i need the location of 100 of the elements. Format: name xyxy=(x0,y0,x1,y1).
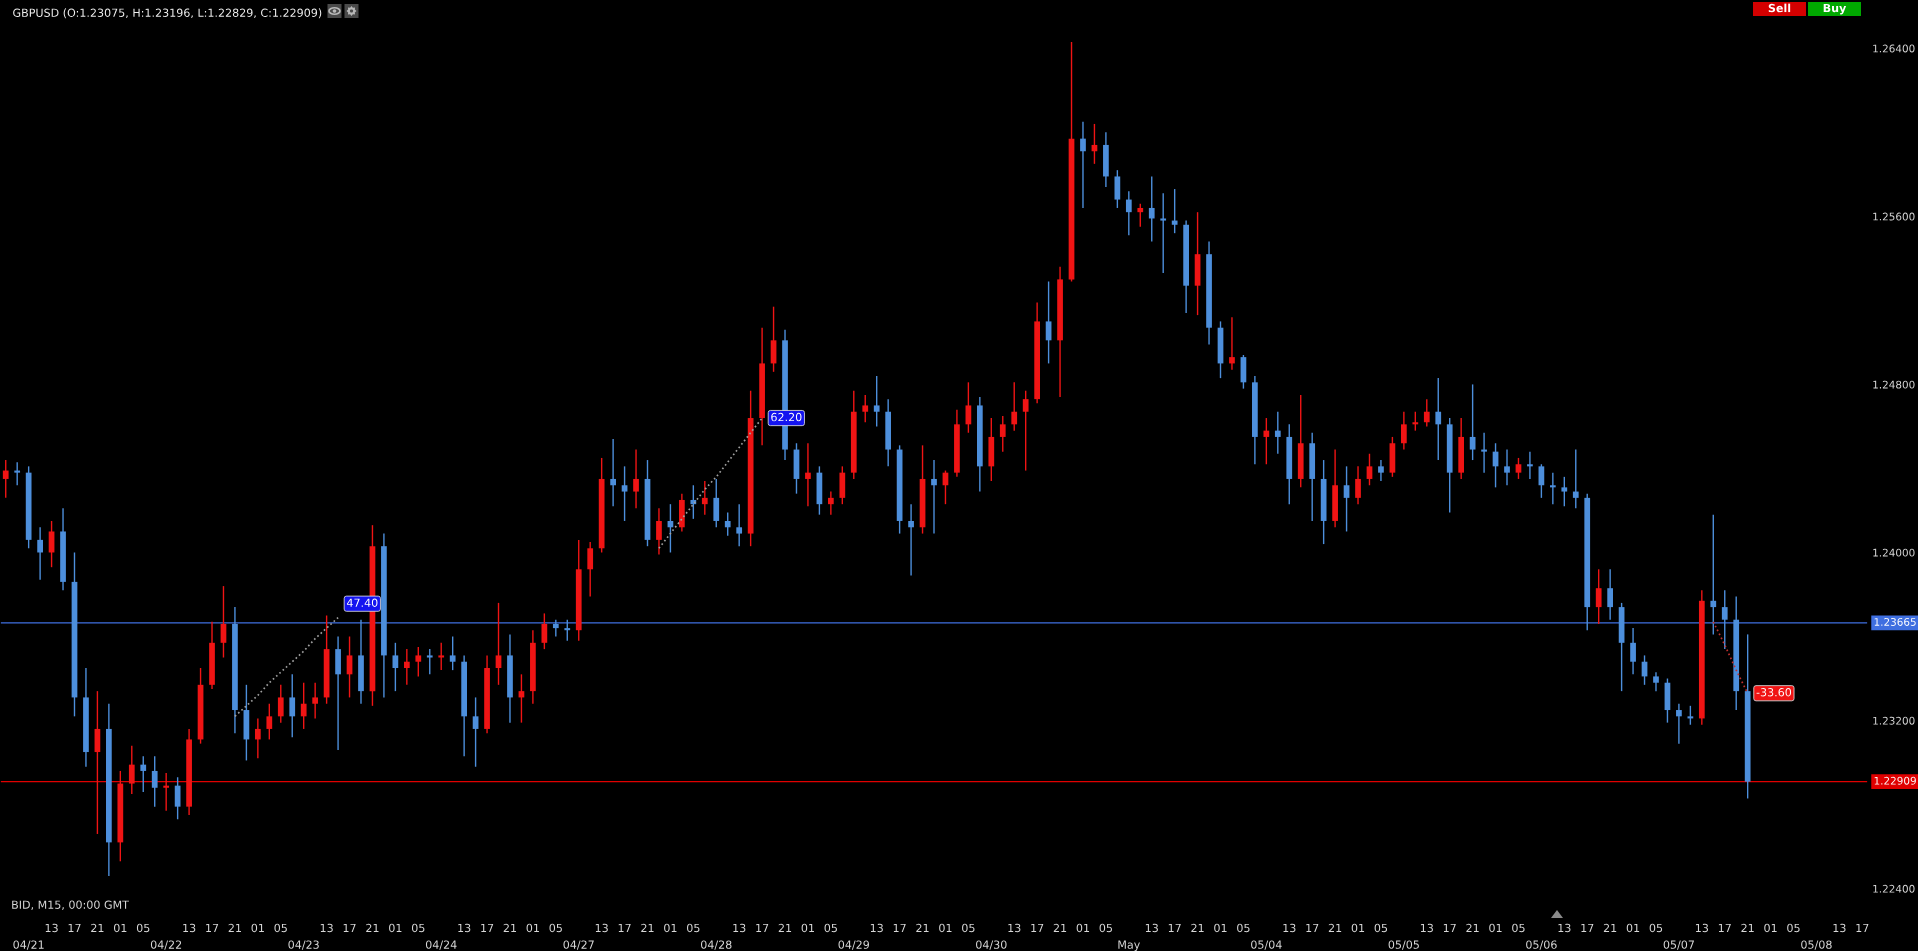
x-tick-label: 17 xyxy=(1581,923,1594,932)
candlestick xyxy=(1469,383,1476,461)
x-tick-label: 13 xyxy=(733,923,746,933)
annotation: Buy xyxy=(1823,3,1847,15)
candlestick xyxy=(633,448,639,510)
x-tick-label: 21 xyxy=(1053,923,1067,932)
x-tick-label: 05 xyxy=(1374,923,1388,933)
x-tick-label: 01 xyxy=(1076,923,1090,933)
candlestick xyxy=(656,507,662,556)
candlestick xyxy=(1229,316,1235,371)
x-tick-label: 01 xyxy=(1351,923,1365,933)
candlestick xyxy=(1125,190,1132,236)
annotation: -33.60 xyxy=(1756,688,1792,697)
candlestick xyxy=(415,646,422,678)
x-tick-label: 05 xyxy=(962,923,975,933)
x-tick-label: 21 xyxy=(778,923,792,932)
candlestick xyxy=(277,684,284,724)
ref-line-label: 1.22909 xyxy=(1874,776,1916,785)
x-tick-label: 04/23 xyxy=(288,940,319,950)
candlestick xyxy=(449,635,456,671)
x-tick-label: 17 xyxy=(206,923,219,932)
line-series xyxy=(234,616,339,718)
x-tick-label: 21 xyxy=(1328,923,1342,932)
x-tick-label: 17 xyxy=(1031,923,1044,932)
x-tick-label: 13 xyxy=(1008,923,1021,933)
x-tick-label: 01 xyxy=(1489,923,1502,933)
candlestick xyxy=(1114,169,1121,209)
candlestick xyxy=(1022,390,1029,472)
candlestick xyxy=(805,442,811,507)
x-tick-label: 01 xyxy=(1764,923,1777,933)
y-tick-label: 1.25600 xyxy=(1873,212,1915,221)
candlestick xyxy=(1549,471,1556,505)
candlestick xyxy=(1148,175,1155,243)
x-tick-label: 13 xyxy=(45,923,58,933)
x-tick-label: 17 xyxy=(1443,923,1456,932)
x-tick-label: 17 xyxy=(893,923,906,932)
x-tick-label: 05/08 xyxy=(1801,940,1832,950)
x-tick-label: 01 xyxy=(113,923,127,933)
candlestick xyxy=(1343,465,1350,533)
x-tick-label: 17 xyxy=(481,923,494,932)
candlestick xyxy=(873,375,880,428)
x-tick-label: 21 xyxy=(916,923,929,932)
y-tick-label: 1.22400 xyxy=(1873,884,1915,893)
x-tick-label: 05 xyxy=(824,923,837,933)
candlestick xyxy=(2,459,9,499)
x-tick-label: 21 xyxy=(641,923,654,932)
x-tick-label: 05 xyxy=(136,923,150,933)
x-tick-label: 13 xyxy=(1283,923,1296,933)
candlestick xyxy=(701,480,708,516)
x-tick-label: 05 xyxy=(1512,923,1525,933)
candlestick xyxy=(300,682,307,730)
x-tick-label: 04/21 xyxy=(13,940,44,950)
candlestick xyxy=(254,717,261,760)
y-tick-label: 1.23200 xyxy=(1873,716,1915,725)
x-tick-label: 04/30 xyxy=(976,940,1007,950)
x-tick-label: May xyxy=(1118,940,1140,951)
x-tick-label: 04/28 xyxy=(700,940,732,950)
x-tick-label: 01 xyxy=(251,923,264,933)
y-tick-label: 1.24000 xyxy=(1873,548,1915,557)
candlestick xyxy=(724,511,731,537)
x-tick-label: 21 xyxy=(1191,923,1204,932)
x-tick-label: 01 xyxy=(1626,923,1640,933)
candlestick xyxy=(37,526,43,581)
candlestick xyxy=(862,394,869,423)
candlestick xyxy=(1137,203,1144,228)
candlestick xyxy=(1080,121,1086,209)
candlestick xyxy=(392,642,399,692)
x-tick-label: 17 xyxy=(756,923,769,932)
candlestick xyxy=(1630,627,1636,676)
candlestick xyxy=(999,415,1006,453)
candlestick xyxy=(1401,411,1407,451)
x-tick-label: 17 xyxy=(1718,923,1731,932)
x-tick-label: 13 xyxy=(1695,923,1709,933)
x-tick-label: 13 xyxy=(1420,923,1433,933)
text: GBPUSD (O:1.23075, H:1.23196, L:1.22829, C:1.22909) xyxy=(13,8,322,19)
x-tick-label: 05 xyxy=(1649,923,1663,933)
x-tick-label: 04/22 xyxy=(150,940,182,950)
candlestick xyxy=(827,490,834,516)
candlestick xyxy=(1572,448,1579,510)
candlestick xyxy=(1263,417,1270,465)
ref-line-label: 1.23665 xyxy=(1874,618,1916,626)
candlestick xyxy=(163,772,170,812)
candlestick xyxy=(552,619,559,638)
annotation: Sell xyxy=(1768,3,1791,13)
candlestick xyxy=(736,503,743,547)
x-tick-label: 01 xyxy=(526,923,539,933)
candlestick xyxy=(1676,703,1682,745)
candlestick xyxy=(1423,398,1430,428)
x-tick-label: 05 xyxy=(274,923,287,933)
candlestick xyxy=(908,503,914,577)
candlestick xyxy=(587,541,594,598)
candlestick xyxy=(1378,459,1384,482)
x-tick-label: 05 xyxy=(1099,923,1112,933)
candlestick xyxy=(312,682,319,720)
candlestick xyxy=(1504,448,1510,486)
y-tick-label: 1.26400 xyxy=(1873,44,1915,53)
candlestick xyxy=(1011,381,1018,432)
x-tick-label: 04/24 xyxy=(425,940,457,950)
x-tick-label: 05 xyxy=(1787,923,1800,933)
x-tick-label: 17 xyxy=(618,923,631,932)
